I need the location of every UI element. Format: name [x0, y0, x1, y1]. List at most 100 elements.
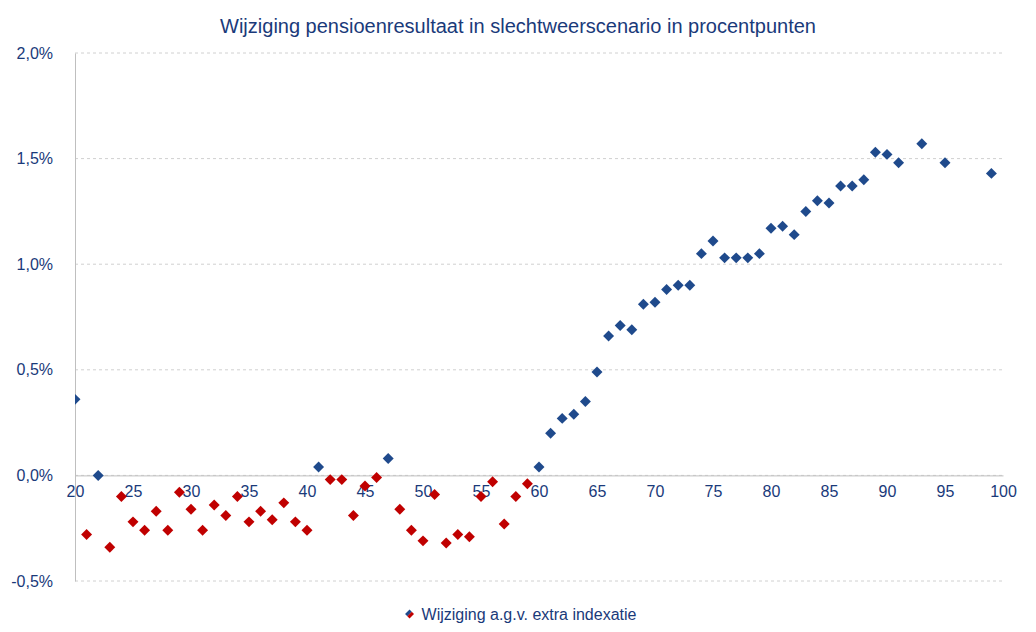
point [452, 529, 463, 540]
tick-label: 0,0% [17, 467, 53, 484]
points [75, 138, 997, 552]
point [441, 538, 452, 549]
legend-label: Wijziging a.g.v. extra indexatie [422, 606, 637, 623]
point [232, 491, 243, 502]
point [336, 474, 347, 485]
point [209, 499, 220, 510]
point [487, 476, 498, 487]
point [116, 491, 127, 502]
point [290, 516, 301, 527]
point [371, 472, 382, 483]
point [93, 470, 104, 481]
tick-label: 90 [879, 483, 897, 500]
point [557, 413, 568, 424]
point [812, 195, 823, 206]
point [325, 474, 336, 485]
point [580, 396, 591, 407]
tick-label: 2,0% [17, 45, 53, 62]
point [719, 252, 730, 263]
tick: 2,0% [17, 45, 75, 62]
point [777, 221, 788, 232]
point [406, 525, 417, 536]
tick: 75 [705, 475, 723, 499]
point [661, 284, 672, 295]
tick: 35 [241, 475, 259, 499]
point [197, 525, 208, 536]
tick: 85 [821, 475, 839, 499]
axis-line [76, 475, 1004, 476]
tick: 50 [415, 475, 433, 499]
point [673, 280, 684, 291]
legend-marker [405, 610, 414, 619]
point [418, 535, 429, 546]
grid-line [75, 369, 1003, 370]
point [800, 206, 811, 217]
point [940, 157, 951, 168]
point [75, 394, 80, 405]
tick: 45 [357, 475, 375, 499]
point [592, 366, 603, 377]
legend: Wijziging a.g.v. extra indexatie [405, 606, 636, 623]
tick: 1,0% [17, 256, 75, 273]
tick: 25 [125, 475, 143, 499]
plot-area: -0,5%0,0%0,5%1,0%1,5%2,0%202530354045505… [11, 45, 1017, 590]
tick-label: 70 [647, 483, 665, 500]
point [650, 297, 661, 308]
point [824, 197, 835, 208]
point [81, 529, 92, 540]
point [870, 147, 881, 158]
tick: 70 [647, 475, 665, 499]
point [267, 514, 278, 525]
tick-label: 50 [415, 483, 433, 500]
tick-label: 95 [937, 483, 955, 500]
y-axis: -0,5%0,0%0,5%1,0%1,5%2,0% [11, 45, 75, 590]
tick-label: 35 [241, 483, 259, 500]
tick: -0,5% [11, 573, 75, 590]
legend-marker [405, 610, 414, 619]
point [603, 331, 614, 342]
point [731, 252, 742, 263]
point [626, 324, 637, 335]
point [742, 252, 753, 263]
point [313, 461, 324, 472]
tick-label: 100 [990, 483, 1017, 500]
grid-line [75, 53, 1003, 54]
tick: 20 [67, 475, 85, 499]
point [568, 409, 579, 420]
point [220, 510, 231, 521]
point [708, 235, 719, 246]
point [684, 280, 695, 291]
point [278, 497, 289, 508]
point [104, 542, 115, 553]
point [510, 491, 521, 502]
point [696, 248, 707, 259]
point [638, 299, 649, 310]
point [545, 428, 556, 439]
grid-line [75, 264, 1003, 265]
title: Wijziging pensioenresultaat in slechtwee… [220, 15, 816, 37]
point [464, 531, 475, 542]
chart: -0,5%0,0%0,5%1,0%1,5%2,0%202530354045505… [0, 0, 1036, 632]
point [916, 138, 927, 149]
tick-label: 65 [589, 483, 607, 500]
tick: 65 [589, 475, 607, 499]
tick-label: 40 [299, 483, 317, 500]
tick: 60 [531, 475, 549, 499]
tick: 80 [763, 475, 781, 499]
tick-label: -0,5% [11, 573, 53, 590]
point [429, 489, 440, 500]
point [754, 248, 765, 259]
point [789, 229, 800, 240]
point [847, 181, 858, 192]
tick: 40 [299, 475, 317, 499]
tick-label: 1,0% [17, 256, 53, 273]
tick-label: 0,5% [17, 361, 53, 378]
point [302, 525, 313, 536]
point [615, 320, 626, 331]
point [893, 157, 904, 168]
tick-label: 25 [125, 483, 143, 500]
point [534, 461, 545, 472]
tick-label: 80 [763, 483, 781, 500]
tick: 30 [183, 475, 201, 499]
point [499, 518, 510, 529]
